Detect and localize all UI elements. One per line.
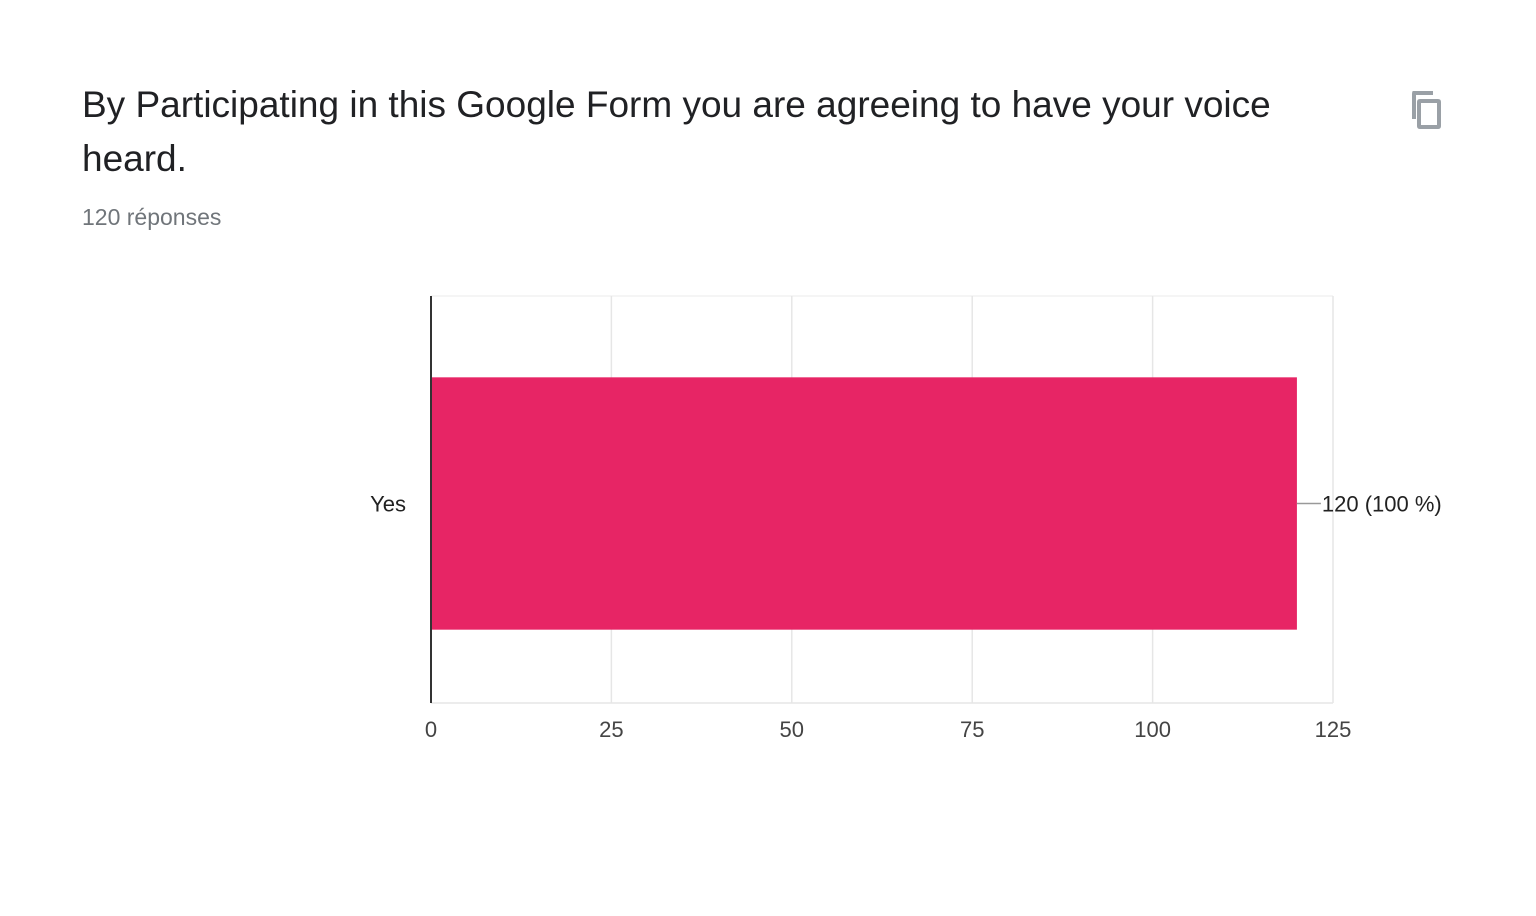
copy-chart-button[interactable] — [1402, 86, 1450, 134]
x-tick-label: 25 — [599, 717, 623, 742]
category-label: Yes — [370, 492, 406, 517]
copy-icon — [1407, 89, 1445, 131]
data-label: 120 (100 %) — [1322, 492, 1442, 517]
x-tick-label: 125 — [1315, 717, 1352, 742]
x-tick-label: 100 — [1134, 717, 1171, 742]
question-title: By Participating in this Google Form you… — [82, 84, 1271, 179]
x-tick-label: 0 — [425, 717, 437, 742]
bar — [431, 377, 1297, 630]
response-count: 120 réponses — [82, 204, 222, 230]
x-tick-label: 75 — [960, 717, 984, 742]
x-tick-label: 50 — [780, 717, 804, 742]
